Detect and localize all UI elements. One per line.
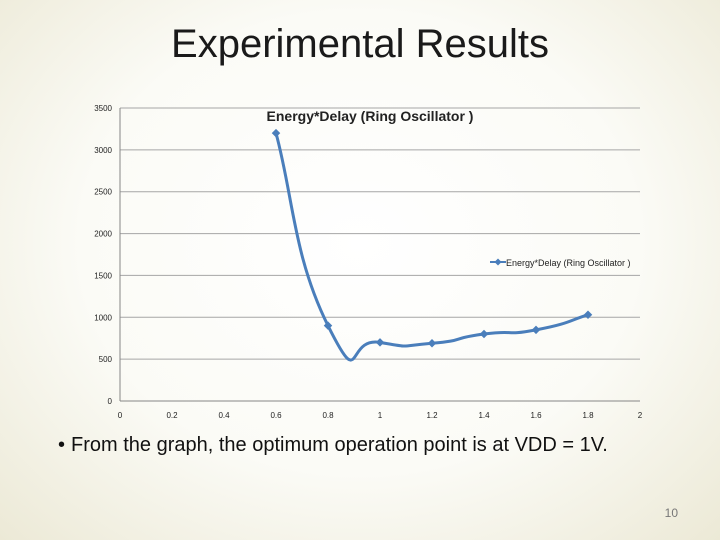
data-point: [427, 338, 437, 348]
x-tick-label: 1.4: [478, 411, 490, 420]
x-tick-label: 0.8: [322, 411, 334, 420]
chart-svg: 0 500 1000 1500 2000 2500 3000 3500 0 0.2 0.4 0.6 0.…: [94, 104, 643, 420]
data-point: [271, 128, 281, 138]
y-tick-label: 500: [99, 355, 113, 364]
axes: [119, 108, 640, 402]
x-tick-label: 1: [378, 411, 383, 420]
legend-label: Energy*Delay (Ring Oscillator ): [506, 258, 631, 268]
data-point: [583, 310, 593, 320]
bullet-point: • From the graph, the optimum operation p…: [58, 434, 698, 457]
x-tick-label: 1.6: [530, 411, 542, 420]
grid-lines: [120, 107, 640, 360]
y-tick-label: 1500: [94, 271, 112, 280]
data-point: [323, 321, 333, 330]
y-tick-label: 2500: [94, 188, 112, 197]
legend: Energy*Delay (Ring Oscillator ): [490, 258, 631, 268]
page-number: 10: [664, 506, 678, 520]
x-tick-label: 0.6: [270, 411, 282, 420]
x-tick-label: 0.2: [166, 411, 178, 420]
bullet-text: From the graph, the optimum operation po…: [71, 434, 608, 456]
y-tick-label: 1000: [94, 313, 112, 322]
y-tick-label: 3500: [94, 104, 112, 113]
x-tick-label: 1.2: [426, 411, 438, 420]
legend-marker: [494, 258, 502, 266]
slide-title: Experimental Results: [171, 22, 549, 66]
chart-title: Energy*Delay (Ring Oscillator ): [267, 108, 474, 124]
y-tick-label: 3000: [94, 146, 112, 155]
x-tick-label: 2: [638, 411, 643, 420]
series-line: [274, 132, 589, 362]
data-point: [531, 325, 541, 335]
y-tick-label: 2000: [94, 230, 112, 239]
x-tick-label: 0.4: [218, 411, 230, 420]
tick-labels: 0 500 1000 1500 2000 2500 3000 3500 0 0.2 0.4 0.6 0.…: [94, 104, 643, 420]
x-tick-label: 1.8: [582, 411, 594, 420]
data-point: [375, 338, 385, 347]
y-tick-label: 0: [108, 397, 113, 406]
bullet-marker: •: [58, 434, 66, 456]
x-tick-label: 0: [118, 411, 123, 420]
data-point: [479, 329, 489, 339]
series-layer: [271, 128, 593, 362]
chart: 0 500 1000 1500 2000 2500 3000 3500 0 0.2 0.4 0.6 0.…: [0, 95, 720, 425]
